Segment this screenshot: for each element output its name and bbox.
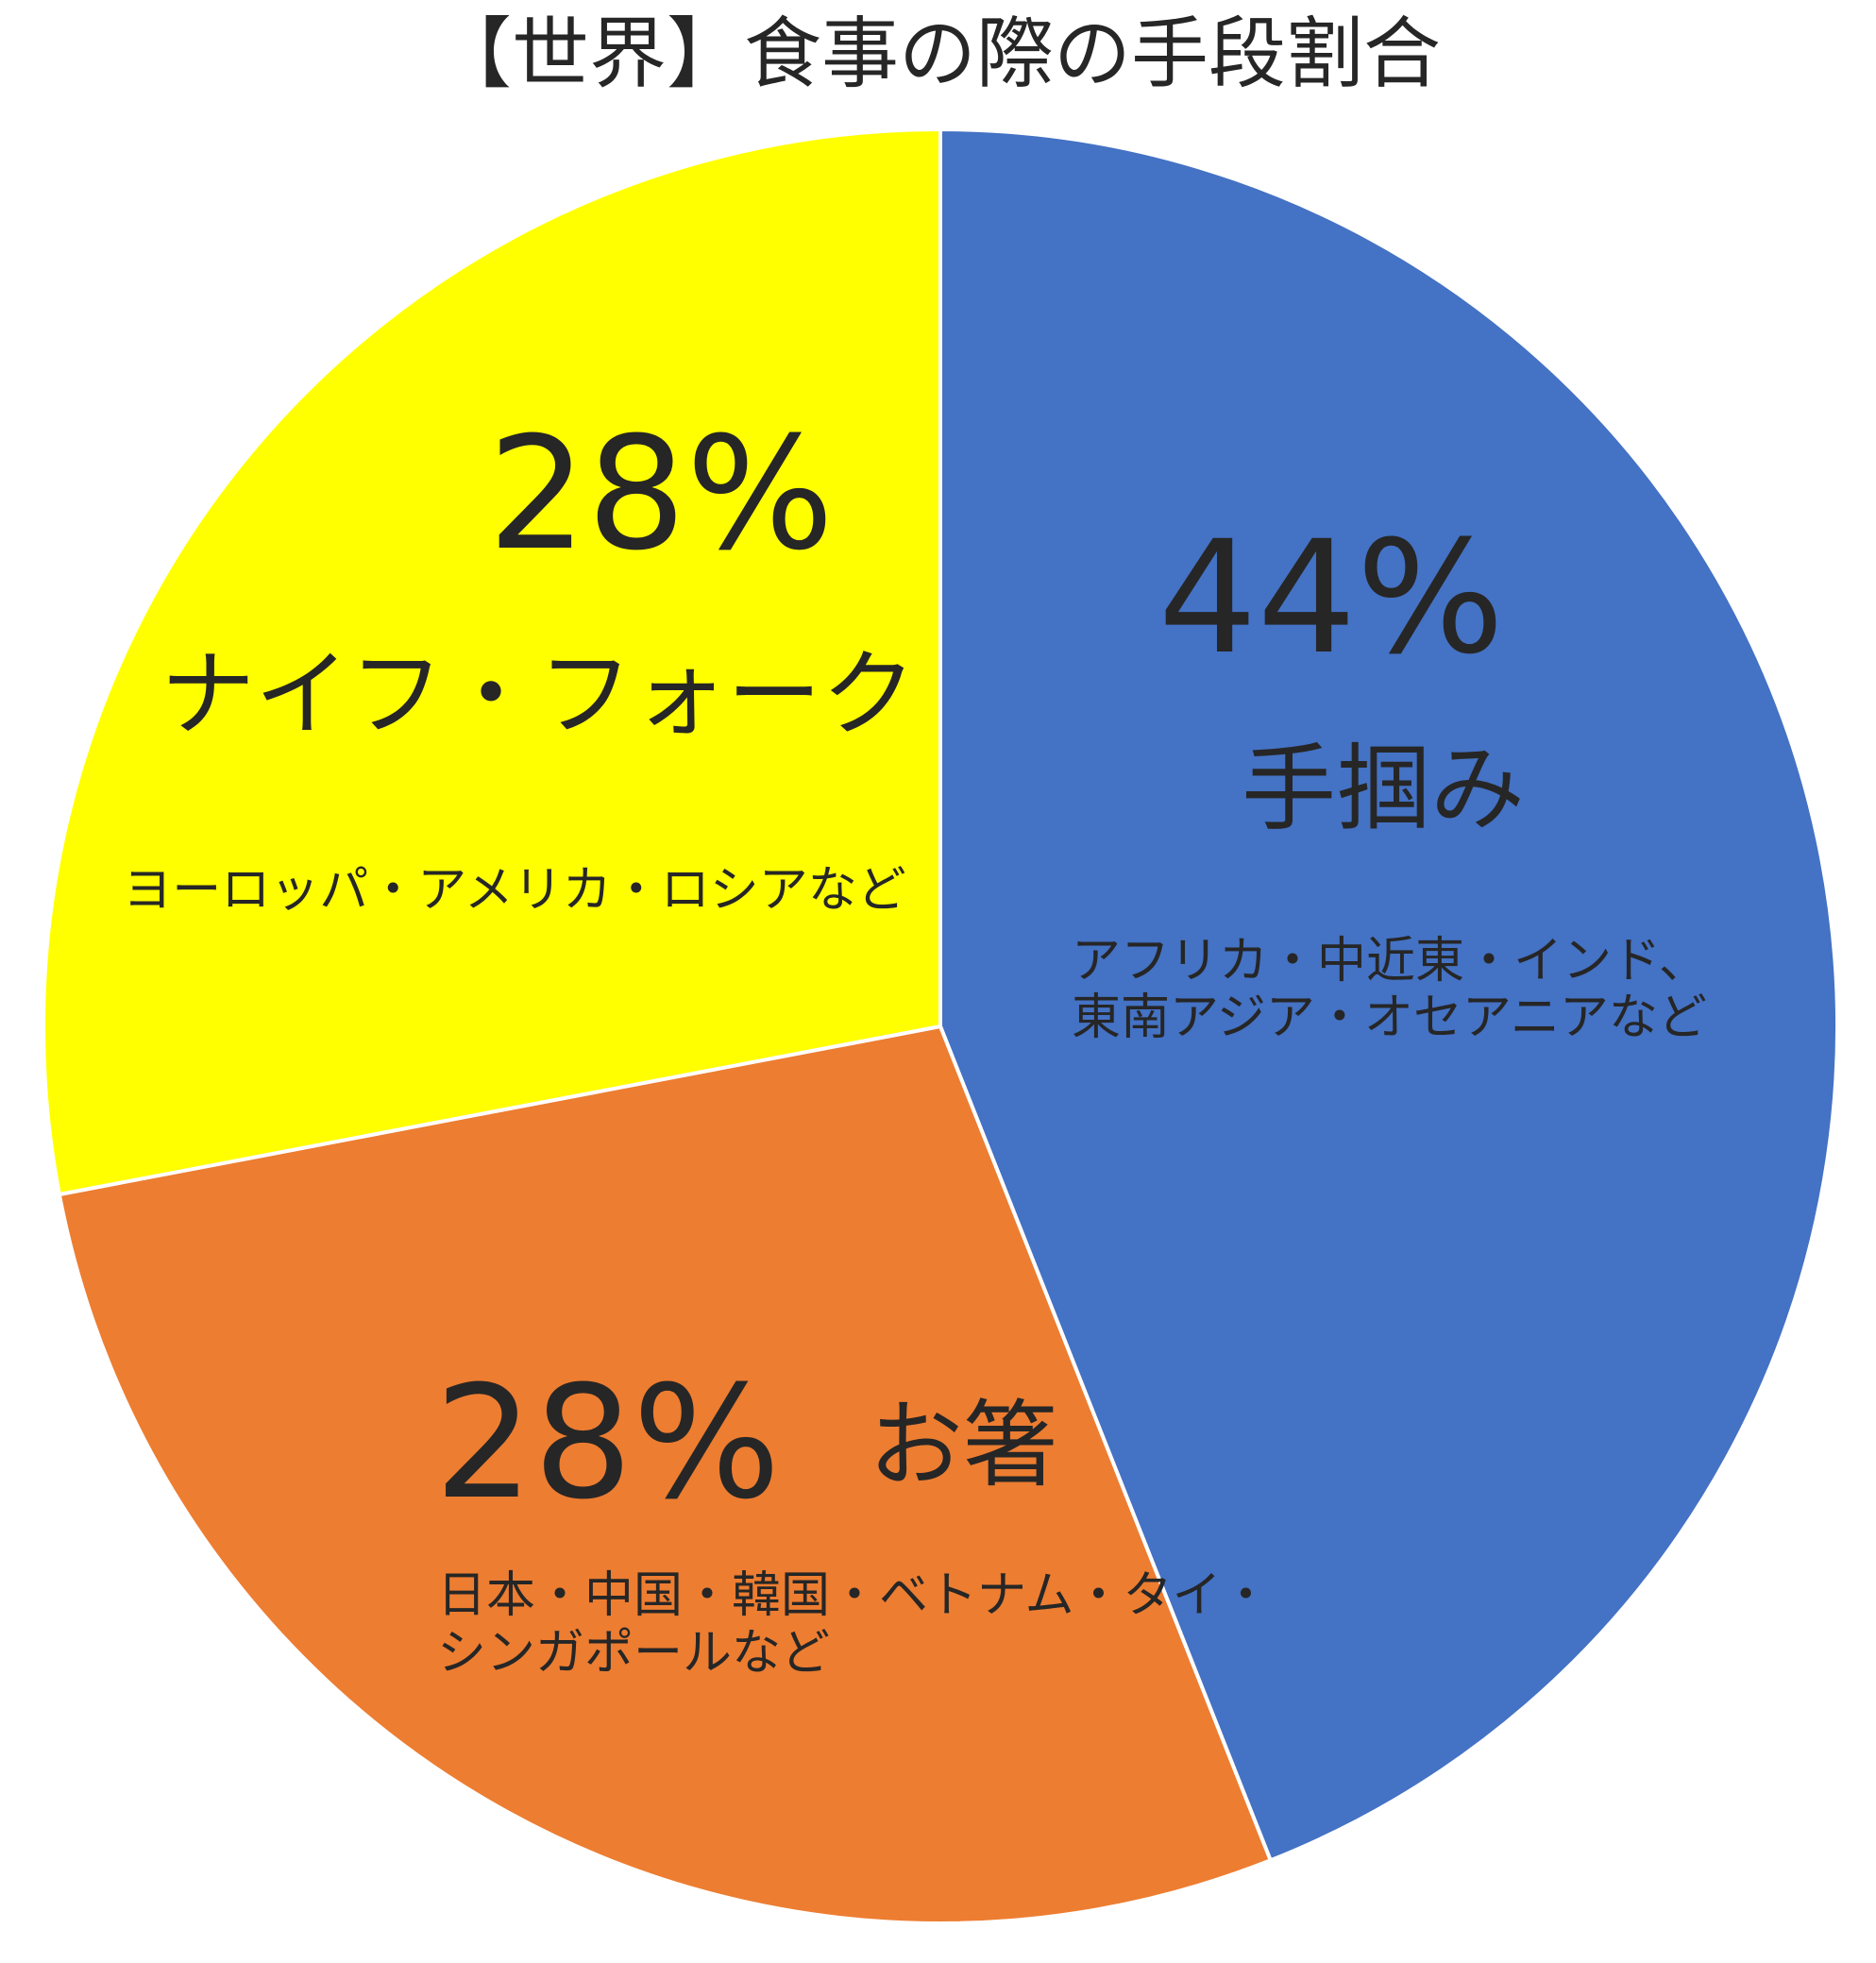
slice-label-chopsticks: お箸 xyxy=(869,1390,1057,1500)
slice-note-knife-fork-line1: ヨーロッパ・アメリカ・ロシアなど xyxy=(123,862,905,919)
slice-note-chopsticks-line1: 日本・中国・韓国・ベトナム・タイ・ xyxy=(437,1567,1270,1624)
pie-slice-hand xyxy=(938,127,1839,1863)
slice-label-knife-fork: ナイフ・フォーク xyxy=(161,639,916,750)
pie-slice-chopsticks xyxy=(57,1024,1274,1925)
slice-label-group-hand: 44% 手掴み アフリカ・中近東・インド、 東南アジア・オセアニアなど xyxy=(1072,507,1708,1046)
slice-label-group-chopsticks: 28% お箸 日本・中国・韓国・ベトナム・タイ・ シンガポールなど xyxy=(434,1352,1270,1682)
slice-note-chopsticks-line2: シンガポールなど xyxy=(437,1625,830,1682)
pie-slices xyxy=(42,127,1839,1925)
slice-percent-knife-fork: 28% xyxy=(488,403,835,584)
slice-label-group-knife-fork: 28% ナイフ・フォーク ヨーロッパ・アメリカ・ロシアなど xyxy=(123,403,916,919)
chart-title: 【世界】食事の際の手段割合 xyxy=(434,9,1441,99)
slice-percent-chopsticks: 28% xyxy=(434,1352,781,1533)
slice-note-hand-line1: アフリカ・中近東・インド、 xyxy=(1072,933,1708,990)
slice-note-hand-line2: 東南アジア・オセアニアなど xyxy=(1072,990,1707,1046)
slice-percent-hand: 44% xyxy=(1158,507,1505,688)
pie-slice-knife-fork xyxy=(42,127,942,1197)
slice-label-hand: 手掴み xyxy=(1242,734,1525,844)
